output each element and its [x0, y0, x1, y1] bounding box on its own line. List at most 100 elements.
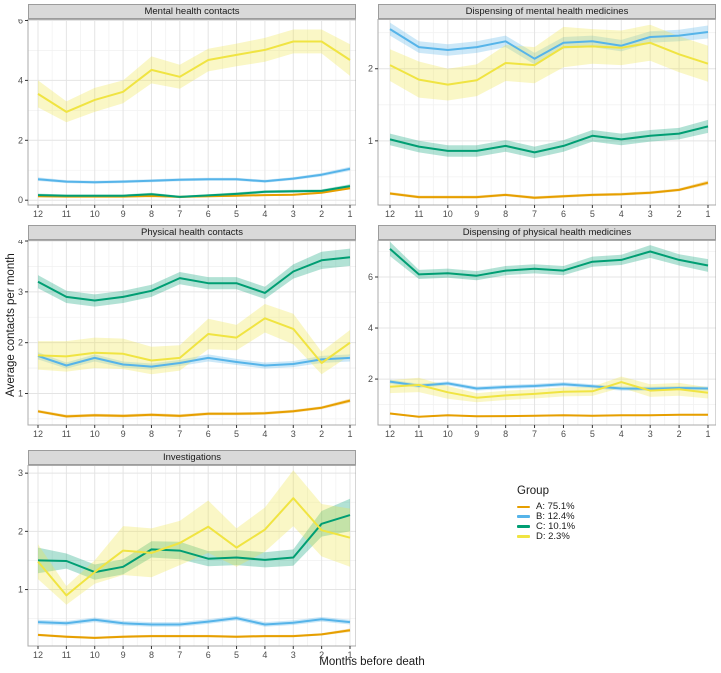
legend-item-group-c: C: 10.1% [517, 521, 576, 532]
svg-text:12: 12 [33, 429, 43, 439]
svg-text:12: 12 [33, 650, 43, 660]
svg-text:6: 6 [206, 429, 211, 439]
svg-text:4: 4 [262, 209, 267, 219]
legend-label-group-d: D: 2.3% [536, 530, 570, 542]
svg-text:11: 11 [62, 429, 71, 439]
plot-canvas-mental-health-contacts: 0 2 4 6 12 11 10 9 8 7 6 5 4 3 2 1 [18, 19, 356, 219]
svg-text:9: 9 [121, 429, 126, 439]
svg-text:10: 10 [90, 650, 100, 660]
svg-text:8: 8 [503, 429, 508, 439]
facet-title: Dispensing of physical health medicines [462, 227, 632, 238]
facet-title: Physical health contacts [141, 227, 243, 238]
svg-text:6: 6 [206, 650, 211, 660]
legend-item-group-a: A: 75.1% [517, 501, 575, 513]
svg-text:4: 4 [619, 429, 624, 439]
svg-text:4: 4 [18, 240, 23, 246]
facet-strip: Dispensing of mental health medicines [378, 4, 716, 19]
facet-investigations: Investigations 1 2 3 12 11 10 9 8 7 6 5 4 3 2 1 [4, 450, 356, 662]
svg-text:5: 5 [590, 209, 595, 219]
svg-text:3: 3 [18, 287, 23, 297]
svg-text:12: 12 [385, 209, 395, 219]
svg-text:10: 10 [443, 429, 453, 439]
svg-text:5: 5 [234, 429, 239, 439]
svg-text:9: 9 [121, 209, 126, 219]
svg-text:9: 9 [474, 209, 479, 219]
svg-text:4: 4 [619, 209, 624, 219]
svg-text:1: 1 [347, 209, 352, 219]
facet-strip: Mental health contacts [28, 4, 356, 19]
legend-label-group-c: C: 10.1% [536, 521, 576, 532]
svg-text:7: 7 [177, 650, 182, 660]
facet-mental-health-contacts: Mental health contacts 0 2 4 6 12 11 10 9 8 7 6 5 4 3… [4, 4, 356, 221]
svg-text:11: 11 [414, 429, 423, 439]
svg-text:8: 8 [149, 429, 154, 439]
facet-strip: Physical health contacts [28, 225, 356, 240]
legend-line-swatch-group-c [517, 525, 530, 528]
svg-text:7: 7 [177, 429, 182, 439]
svg-text:1: 1 [705, 429, 710, 439]
facet-dispensing-physical-health-medicines: Dispensing of physical health medicines … [354, 225, 716, 441]
svg-text:4: 4 [18, 75, 23, 85]
facet-title: Mental health contacts [144, 6, 240, 17]
svg-text:1: 1 [368, 136, 373, 146]
svg-text:1: 1 [347, 429, 352, 439]
svg-text:2: 2 [319, 650, 324, 660]
svg-text:11: 11 [62, 209, 71, 219]
svg-text:8: 8 [503, 209, 508, 219]
svg-text:1: 1 [705, 209, 710, 219]
svg-text:10: 10 [90, 429, 100, 439]
svg-text:5: 5 [590, 429, 595, 439]
plot-canvas-dispensing-physical-health-medicines: 2 4 6 12 11 10 9 8 7 6 5 4 3 2 1 [368, 240, 716, 439]
svg-text:6: 6 [368, 272, 373, 282]
svg-text:4: 4 [368, 323, 373, 333]
svg-text:10: 10 [443, 209, 453, 219]
svg-text:9: 9 [121, 650, 126, 660]
svg-text:3: 3 [648, 429, 653, 439]
svg-text:2: 2 [677, 429, 682, 439]
svg-text:2: 2 [319, 429, 324, 439]
svg-text:2: 2 [677, 209, 682, 219]
legend-label-group-a: A: 75.1% [536, 501, 575, 513]
legend-line-swatch-group-b [517, 515, 530, 518]
svg-text:6: 6 [18, 19, 23, 26]
x-axis-title: Months before death [319, 656, 425, 668]
svg-text:1: 1 [18, 585, 23, 595]
svg-text:9: 9 [474, 429, 479, 439]
svg-text:0: 0 [18, 195, 23, 205]
svg-text:1: 1 [18, 389, 23, 399]
legend-item-group-d: D: 2.3% [517, 530, 575, 542]
svg-text:4: 4 [262, 650, 267, 660]
svg-text:6: 6 [561, 429, 566, 439]
svg-text:3: 3 [648, 209, 653, 219]
svg-text:3: 3 [291, 650, 296, 660]
facet-strip: Dispensing of physical health medicines [378, 225, 716, 240]
svg-text:12: 12 [33, 209, 43, 219]
facet-strip: Investigations [28, 450, 356, 465]
svg-text:1: 1 [347, 650, 352, 660]
svg-text:3: 3 [291, 209, 296, 219]
facet-physical-health-contacts: Physical health contacts 1 2 3 4 12 11 10 9 8 7 6 5… [4, 225, 356, 441]
svg-text:2: 2 [368, 64, 373, 74]
svg-text:8: 8 [149, 650, 154, 660]
facet-title: Investigations [162, 452, 222, 463]
svg-text:8: 8 [149, 209, 154, 219]
legend-line-swatch-group-d [517, 534, 530, 538]
svg-text:6: 6 [561, 209, 566, 219]
svg-text:4: 4 [262, 429, 267, 439]
svg-text:7: 7 [177, 209, 182, 219]
svg-text:2: 2 [18, 135, 23, 145]
svg-text:12: 12 [385, 429, 395, 439]
svg-text:11: 11 [62, 650, 71, 660]
legend-title: Group [517, 485, 549, 497]
svg-text:11: 11 [414, 209, 423, 219]
svg-text:7: 7 [532, 429, 537, 439]
svg-text:2: 2 [18, 338, 23, 348]
svg-text:3: 3 [291, 429, 296, 439]
svg-text:10: 10 [90, 209, 100, 219]
svg-text:7: 7 [532, 209, 537, 219]
svg-text:3: 3 [18, 468, 23, 478]
